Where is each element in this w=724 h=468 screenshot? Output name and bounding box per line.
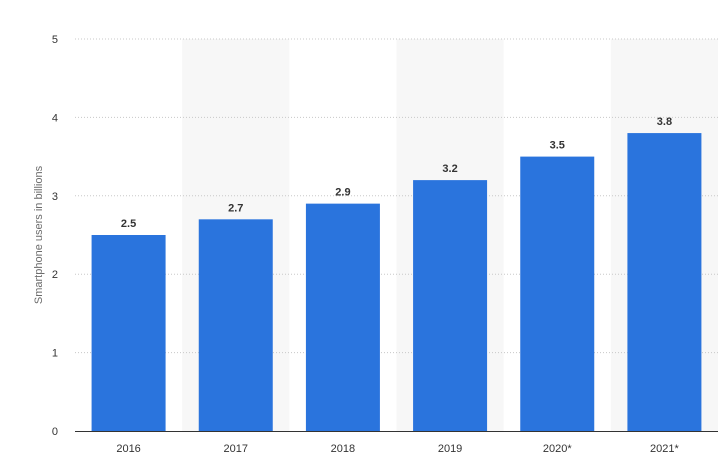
x-tick-label: 2020*	[543, 443, 572, 455]
y-tick-label: 1	[52, 348, 58, 360]
bar-2019	[413, 180, 488, 431]
data-label: 2.9	[335, 187, 350, 199]
data-labels: 2.5 2.7 2.9 3.2 3.5 3.8	[121, 116, 672, 230]
y-tick-label: 5	[52, 34, 58, 46]
data-label: 3.2	[442, 163, 457, 175]
y-tick-label: 4	[52, 112, 58, 124]
y-tick-label: 3	[52, 191, 58, 203]
data-label: 3.5	[550, 140, 565, 152]
gridlines	[75, 38, 718, 354]
x-tick-label: 2016	[116, 443, 140, 455]
y-tick-label: 2	[52, 269, 58, 281]
y-tick-label: 0	[52, 426, 58, 438]
x-axis-ticks: 2016 2017 2018 2019 2020* 2021*	[116, 443, 679, 455]
y-axis-label: Smartphone users in billions	[33, 165, 45, 304]
bar-2017	[198, 219, 273, 431]
x-tick-label: 2019	[438, 443, 462, 455]
data-label: 2.5	[121, 218, 136, 230]
bar-2021*	[627, 133, 702, 431]
data-label: 2.7	[228, 202, 243, 214]
x-tick-label: 2017	[224, 443, 248, 455]
bars	[91, 133, 702, 431]
bar-2020*	[520, 156, 595, 431]
data-label: 3.8	[657, 116, 672, 128]
bar-2018	[305, 203, 380, 431]
x-tick-label: 2018	[331, 443, 355, 455]
x-tick-label: 2021*	[650, 443, 679, 455]
bar-2016	[91, 235, 166, 431]
y-axis-ticks: 0 1 2 3 4 5	[52, 34, 58, 438]
